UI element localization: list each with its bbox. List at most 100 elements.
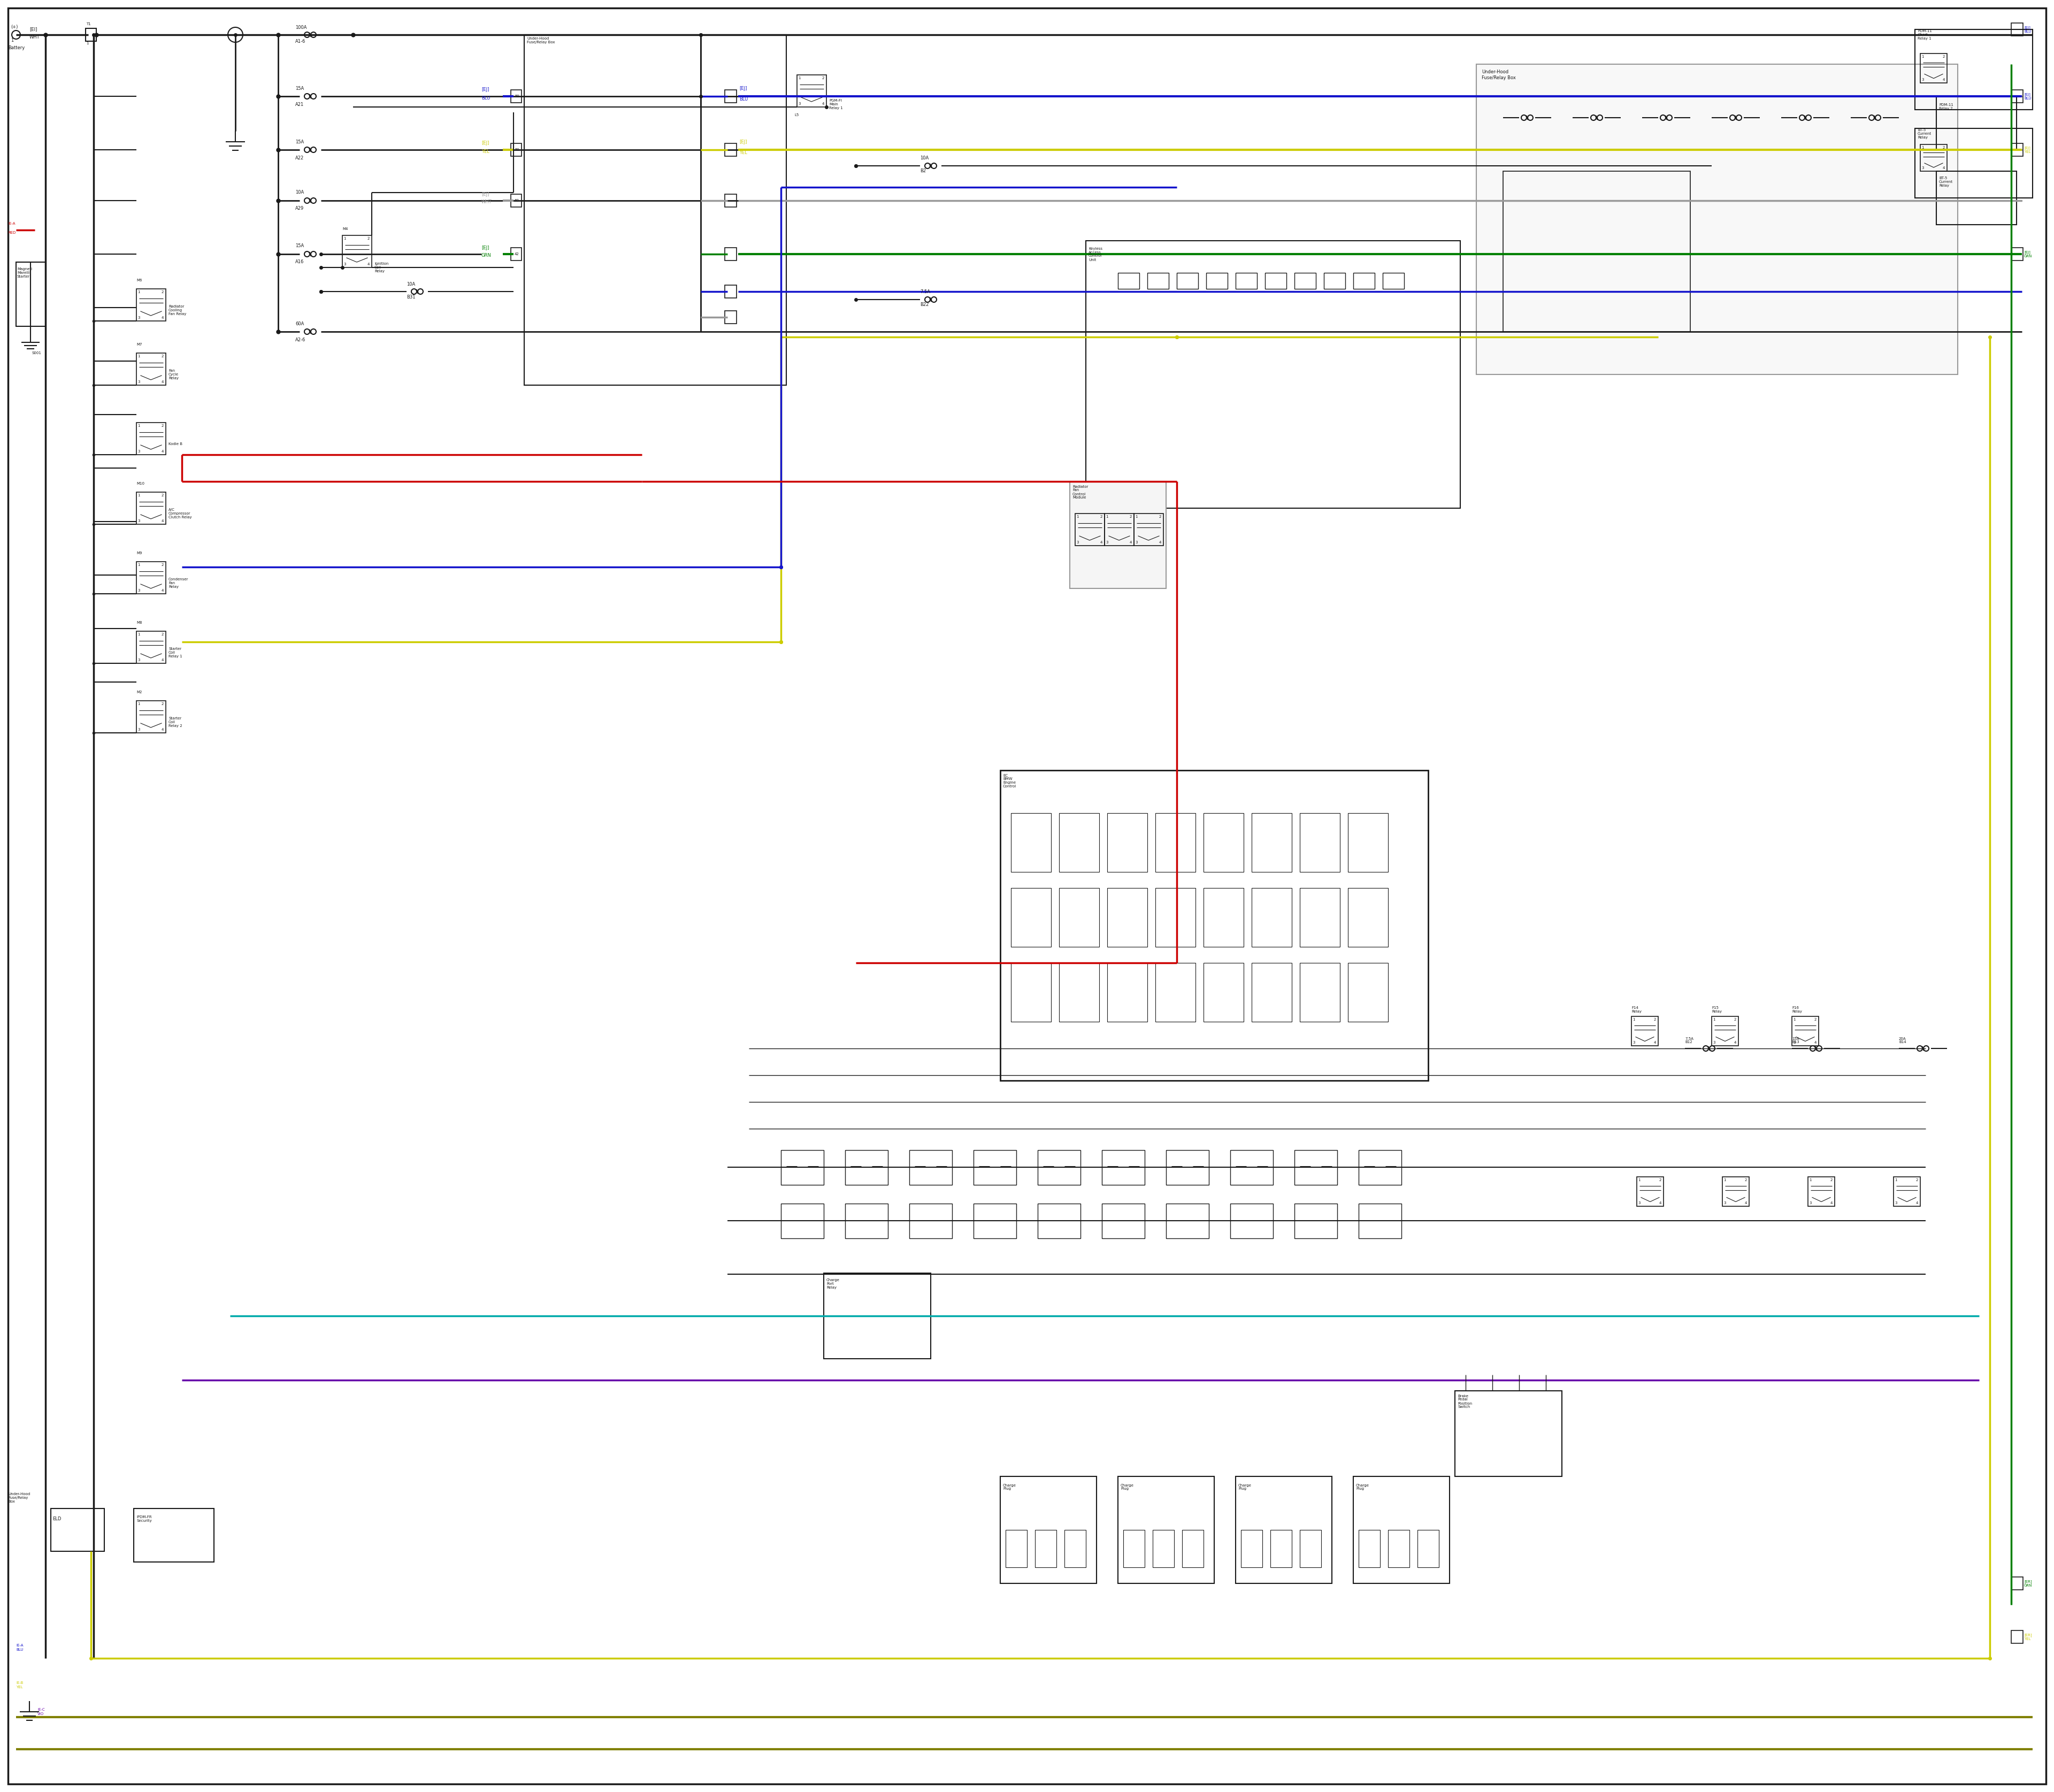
Bar xyxy=(1152,1530,1175,1568)
Bar xyxy=(725,90,737,102)
Text: 4: 4 xyxy=(162,658,164,661)
Text: [EJ]: [EJ] xyxy=(481,192,489,197)
Bar xyxy=(725,310,737,324)
Text: 4: 4 xyxy=(1653,1041,1656,1045)
Text: M8: M8 xyxy=(136,622,142,629)
Text: Charge
Plug: Charge Plug xyxy=(1121,1484,1134,1491)
Text: 1: 1 xyxy=(1076,514,1078,518)
Text: 2: 2 xyxy=(1744,1179,1748,1181)
Bar xyxy=(1167,1150,1210,1185)
Text: S001: S001 xyxy=(33,351,41,355)
Bar xyxy=(511,247,522,260)
Bar xyxy=(824,1272,930,1358)
Text: 2: 2 xyxy=(1916,1179,1918,1181)
Text: 15A: 15A xyxy=(296,86,304,91)
Text: 4: 4 xyxy=(162,450,164,453)
Bar xyxy=(1060,962,1099,1021)
Bar xyxy=(910,1204,953,1238)
Text: EC
BMW
Engine
Control: EC BMW Engine Control xyxy=(1002,774,1017,788)
Text: 1: 1 xyxy=(1713,1018,1715,1021)
Bar xyxy=(1134,514,1163,545)
Text: 59: 59 xyxy=(516,149,520,151)
Bar xyxy=(1037,1150,1080,1185)
Text: Charge
Plug: Charge Plug xyxy=(1239,1484,1251,1491)
Bar xyxy=(1037,1204,1080,1238)
Text: M2: M2 xyxy=(136,692,142,697)
Bar xyxy=(1354,1477,1450,1584)
Text: A21: A21 xyxy=(296,102,304,108)
Bar xyxy=(1294,1204,1337,1238)
Bar xyxy=(1035,1530,1056,1568)
Text: Ignition
Coil
Relay: Ignition Coil Relay xyxy=(374,262,388,272)
Text: 4: 4 xyxy=(1734,1041,1736,1045)
Bar xyxy=(1300,889,1339,946)
Text: 3: 3 xyxy=(138,380,140,383)
Bar xyxy=(1230,1150,1273,1185)
Bar xyxy=(86,29,97,41)
Bar xyxy=(1347,889,1389,946)
Bar xyxy=(16,262,45,326)
Bar xyxy=(2011,247,2023,260)
Bar xyxy=(1382,272,1405,289)
Text: RED: RED xyxy=(8,231,16,235)
Text: M10: M10 xyxy=(136,482,144,489)
Bar xyxy=(1358,1204,1401,1238)
Text: 1: 1 xyxy=(1136,514,1138,518)
Bar xyxy=(1117,272,1140,289)
Text: [EJ]: [EJ] xyxy=(739,86,748,91)
Text: 2: 2 xyxy=(822,77,824,79)
Text: 3: 3 xyxy=(138,450,140,453)
Bar xyxy=(136,353,166,385)
Text: 1: 1 xyxy=(1105,514,1107,518)
Text: M9: M9 xyxy=(136,552,142,559)
Bar xyxy=(1011,962,1052,1021)
Bar xyxy=(1087,240,1460,509)
Text: 1: 1 xyxy=(1637,1179,1641,1181)
Text: 2: 2 xyxy=(162,702,164,706)
Text: 3: 3 xyxy=(1723,1201,1725,1204)
Bar xyxy=(1183,1530,1204,1568)
Text: A1-6: A1-6 xyxy=(296,39,306,43)
Bar xyxy=(1167,1204,1210,1238)
Text: 60: 60 xyxy=(516,199,520,202)
Text: M6: M6 xyxy=(136,280,142,287)
Bar xyxy=(1006,1530,1027,1568)
Bar xyxy=(511,90,522,102)
Text: Charge
Plug: Charge Plug xyxy=(1356,1484,1370,1491)
Bar xyxy=(1294,272,1317,289)
Bar xyxy=(1914,129,2033,197)
Bar xyxy=(136,631,166,663)
Bar xyxy=(1325,272,1345,289)
Bar xyxy=(781,1204,824,1238)
Text: F16
Relay: F16 Relay xyxy=(1791,1007,1801,1014)
Text: 1: 1 xyxy=(138,702,140,706)
Text: 3: 3 xyxy=(343,263,345,265)
Text: 4: 4 xyxy=(1101,541,1103,545)
Text: [EJ]
BLU: [EJ] BLU xyxy=(2023,93,2031,100)
Bar xyxy=(1000,1477,1097,1584)
Text: 2: 2 xyxy=(1814,1018,1816,1021)
Text: 3: 3 xyxy=(1793,1041,1795,1045)
Text: 15A: 15A xyxy=(296,244,304,249)
Text: PDM-11
Short
Relay 1: PDM-11 Short Relay 1 xyxy=(1918,29,1933,39)
Text: Radiator
Fan
Control
Module: Radiator Fan Control Module xyxy=(1072,486,1089,500)
Bar xyxy=(1107,889,1148,946)
Bar xyxy=(1920,145,1947,172)
Text: [EJ]
YEL: [EJ] YEL xyxy=(2023,147,2031,154)
Text: A16: A16 xyxy=(296,260,304,265)
Text: Charge
Plug: Charge Plug xyxy=(1002,1484,1017,1491)
Bar xyxy=(910,1150,953,1185)
Bar xyxy=(136,701,166,733)
Bar xyxy=(844,1204,887,1238)
Text: 1: 1 xyxy=(1723,1179,1725,1181)
Text: [EJ]: [EJ] xyxy=(739,140,748,145)
Bar xyxy=(1206,272,1228,289)
Text: [EJ]
BLU: [EJ] BLU xyxy=(2023,25,2031,32)
Text: 1: 1 xyxy=(1793,1018,1795,1021)
Bar xyxy=(2011,143,2023,156)
Text: F14
Relay: F14 Relay xyxy=(1631,1007,1641,1014)
Bar xyxy=(1477,65,1957,375)
Bar xyxy=(1265,272,1286,289)
Text: 7.5A
B12: 7.5A B12 xyxy=(1684,1038,1692,1045)
Text: PGM-FI
Main
Relay 1: PGM-FI Main Relay 1 xyxy=(830,99,842,109)
